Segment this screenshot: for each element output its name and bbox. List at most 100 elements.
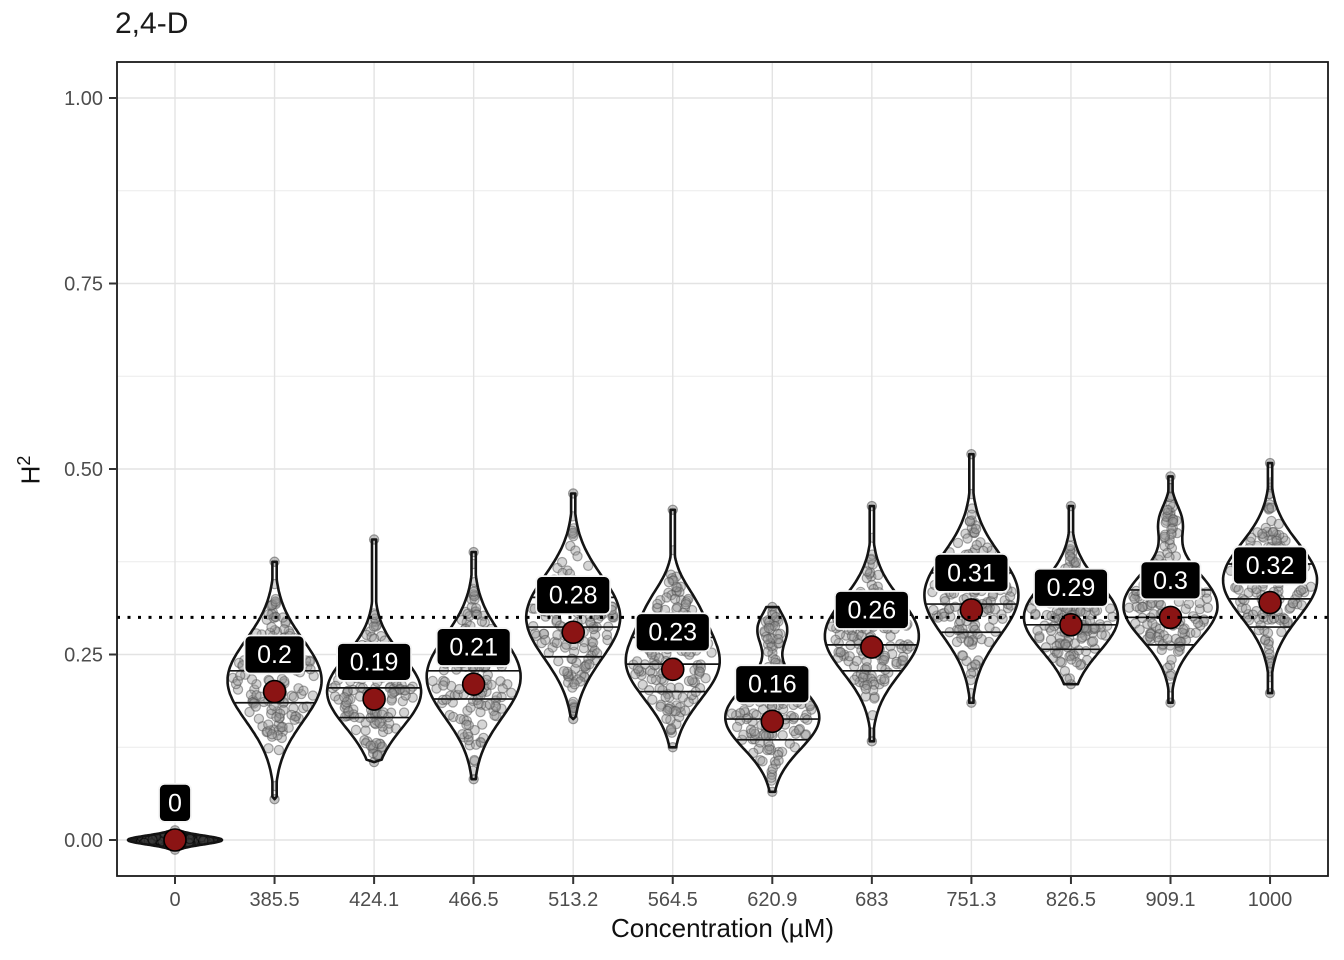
mean-label-box — [243, 634, 306, 675]
data-point — [266, 621, 277, 633]
data-point — [1045, 625, 1057, 636]
data-point — [766, 772, 777, 783]
data-point — [365, 740, 376, 751]
data-point — [1105, 603, 1116, 614]
mean-point — [1059, 613, 1083, 637]
data-point — [562, 666, 573, 678]
data-point — [983, 636, 995, 648]
mean-label-box — [336, 642, 413, 682]
data-point — [652, 598, 663, 610]
x-tick-label: 513.2 — [548, 889, 598, 911]
data-point — [660, 692, 671, 703]
data-point — [647, 694, 658, 705]
data-point — [387, 688, 398, 699]
data-point — [788, 712, 800, 723]
y-tick-label: 0.00 — [64, 830, 103, 852]
mean-label-box — [634, 612, 711, 653]
mean-point — [959, 598, 984, 622]
violin-outline — [1022, 504, 1120, 686]
data-point — [477, 719, 488, 730]
data-point — [661, 592, 672, 603]
mean-label-box — [933, 552, 1010, 593]
data-point — [1239, 595, 1250, 606]
data-point — [305, 664, 316, 675]
data-point — [1201, 593, 1213, 604]
data-point — [970, 523, 982, 535]
mean-label-box — [535, 575, 612, 616]
data-point — [726, 708, 738, 719]
data-point — [793, 724, 805, 736]
data-point — [649, 660, 660, 671]
data-point — [764, 744, 775, 755]
mean-point — [561, 620, 586, 645]
data-point — [763, 622, 775, 634]
mean-point — [362, 687, 386, 711]
data-point — [630, 669, 641, 680]
data-point — [360, 738, 371, 749]
violin-outline — [1122, 475, 1219, 704]
x-tick-label: 385.5 — [250, 889, 300, 911]
data-point — [567, 527, 579, 539]
data-point — [553, 656, 564, 667]
data-point — [575, 676, 586, 687]
data-point — [569, 679, 580, 690]
data-point — [875, 674, 887, 685]
data-point — [773, 755, 784, 766]
x-tick-label: 683 — [855, 889, 888, 911]
x-tick-label: 564.5 — [648, 889, 698, 911]
data-point — [583, 560, 594, 572]
data-point — [427, 675, 438, 687]
mean-label-text: 0.26 — [848, 596, 897, 624]
data-point — [572, 551, 583, 562]
data-point — [1071, 657, 1082, 668]
data-point — [377, 741, 388, 752]
data-point — [1263, 639, 1274, 650]
mean-label-box — [833, 590, 910, 630]
data-point — [288, 691, 299, 703]
mean-point — [760, 709, 785, 734]
data-point — [1273, 529, 1285, 541]
x-tick-label: 826.5 — [1046, 889, 1096, 911]
data-point — [962, 533, 973, 544]
data-point — [330, 680, 341, 692]
data-point — [846, 630, 858, 642]
data-point — [1066, 654, 1077, 665]
data-point — [757, 756, 768, 767]
mean-label-text: 0.3 — [1153, 567, 1188, 595]
data-point — [1004, 591, 1016, 602]
axes: 0 385.5 424.1 466.5 513.2 564.5 620.9 683 751.3 8… — [64, 88, 1292, 911]
mean-point — [163, 828, 187, 852]
data-point — [1159, 531, 1170, 543]
data-point — [1253, 625, 1265, 636]
data-points — [427, 558, 517, 777]
data-point — [671, 581, 682, 593]
data-point — [473, 698, 484, 710]
data-point — [830, 634, 841, 646]
data-point — [350, 724, 362, 736]
mean-label-text: 0.21 — [449, 634, 498, 662]
violin-outline — [325, 538, 423, 764]
data-point — [540, 634, 551, 646]
data-point — [748, 726, 760, 737]
data-point — [279, 624, 290, 635]
data-point — [289, 714, 300, 726]
data-point — [885, 641, 896, 652]
data-point — [556, 556, 568, 568]
mean-label-text: 0.16 — [748, 671, 797, 699]
data-point — [706, 647, 717, 658]
data-point — [773, 633, 784, 645]
data-point — [578, 643, 590, 654]
data-point — [670, 706, 681, 717]
data-point — [897, 655, 909, 666]
data-point — [1240, 603, 1252, 615]
data-point — [1166, 523, 1177, 535]
data-point — [671, 603, 682, 615]
data-point — [731, 721, 743, 733]
mean-point — [262, 679, 287, 704]
data-point — [738, 729, 749, 741]
data-point — [397, 696, 408, 707]
data-point — [966, 509, 977, 520]
data-point — [784, 738, 796, 749]
data-point — [273, 744, 285, 756]
data-point — [263, 719, 274, 730]
